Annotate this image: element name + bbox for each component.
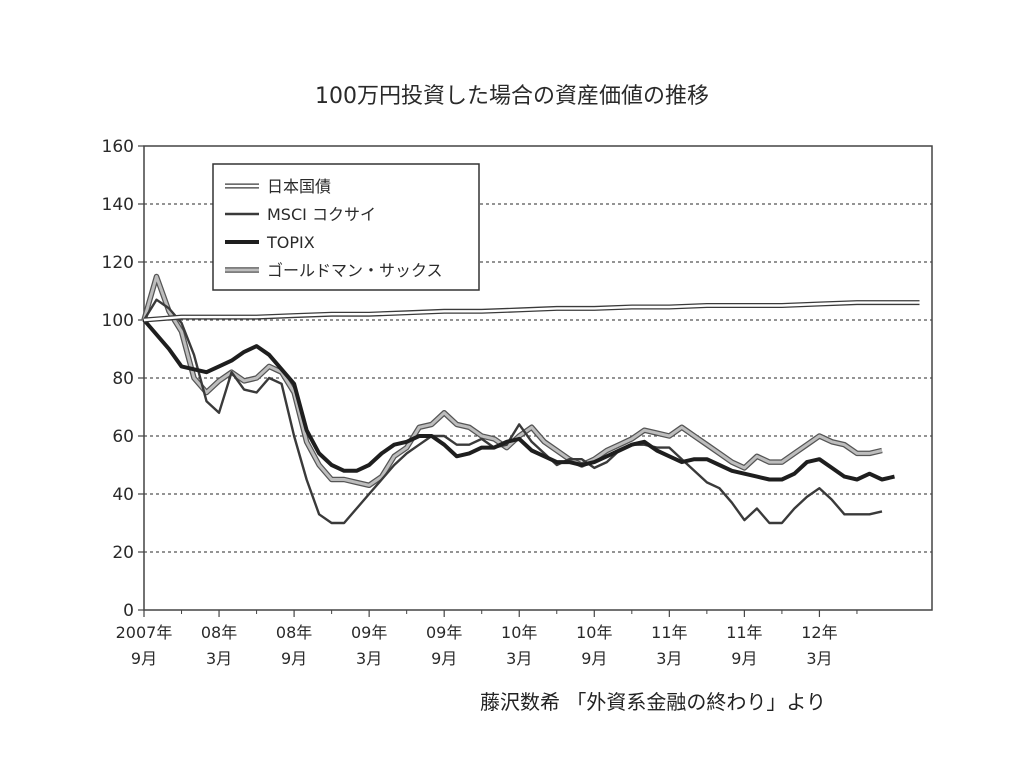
x-tick-label-year: 10年	[501, 623, 537, 642]
x-tick-label-month: 3月	[506, 649, 532, 668]
series-thick-stroke	[142, 318, 895, 482]
series-line-2	[142, 318, 895, 482]
x-tick-label-month: 3月	[806, 649, 832, 668]
y-tick-label: 140	[102, 195, 134, 215]
legend-label: TOPIX	[266, 233, 315, 252]
x-tick-label-month: 3月	[356, 649, 382, 668]
legend: 日本国債 MSCI コクサイ TOPIX ゴールドマン・サックス	[212, 163, 480, 291]
grid-lines	[144, 203, 932, 553]
y-tick-label: 40	[112, 485, 134, 505]
y-tick-label: 0	[123, 601, 134, 621]
x-tick-label-year: 12年	[801, 623, 837, 642]
legend-item-0: 日本国債	[225, 177, 331, 196]
series-solid-stroke	[142, 298, 883, 525]
x-tick-label-month: 3月	[656, 649, 682, 668]
source-note: 藤沢数希 「外資系金融の終わり」より	[480, 690, 826, 714]
x-tick-label-year: 09年	[351, 623, 387, 642]
y-tick-label: 60	[112, 427, 134, 447]
legend-item-3: ゴールドマン・サックス	[225, 261, 443, 280]
legend-label: 日本国債	[267, 177, 331, 196]
x-tick-label-month: 9月	[281, 649, 307, 668]
y-tick-label: 80	[112, 369, 134, 389]
legend-label: MSCI コクサイ	[267, 205, 376, 224]
y-tick-label: 100	[102, 311, 134, 331]
legend-item-1: MSCI コクサイ	[225, 205, 376, 224]
y-tick-label: 160	[102, 137, 134, 157]
legend-label: ゴールドマン・サックス	[267, 261, 443, 280]
x-tick-label-year: 08年	[201, 623, 237, 642]
series-lines	[141, 273, 920, 525]
y-tick-label: 120	[102, 253, 134, 273]
chart-title: 100万円投資した場合の資産価値の推移	[315, 84, 709, 109]
x-tick-label-year: 11年	[726, 623, 762, 642]
y-tick-label: 20	[112, 543, 134, 563]
axes: 0 20 40 60 80 100 120 140 160 2007年 9月 08年 3月 08年 9月 09…	[102, 137, 933, 668]
series-outline-fill	[143, 301, 920, 322]
x-tick-label-month: 9月	[731, 649, 757, 668]
x-tick-label-year: 08年	[276, 623, 312, 642]
series-line-0	[143, 300, 920, 323]
x-tick-label-year: 2007年	[116, 623, 173, 642]
x-tick-label-year: 11年	[651, 623, 687, 642]
x-tick-label-month: 9月	[581, 649, 607, 668]
series-line-1	[142, 298, 883, 525]
x-tick-label-year: 09年	[426, 623, 462, 642]
x-tick-label-month: 9月	[131, 649, 157, 668]
x-tick-label-month: 3月	[206, 649, 232, 668]
legend-item-2: TOPIX	[225, 233, 315, 252]
x-tick-label-month: 9月	[431, 649, 457, 668]
x-tick-label-year: 10年	[576, 623, 612, 642]
